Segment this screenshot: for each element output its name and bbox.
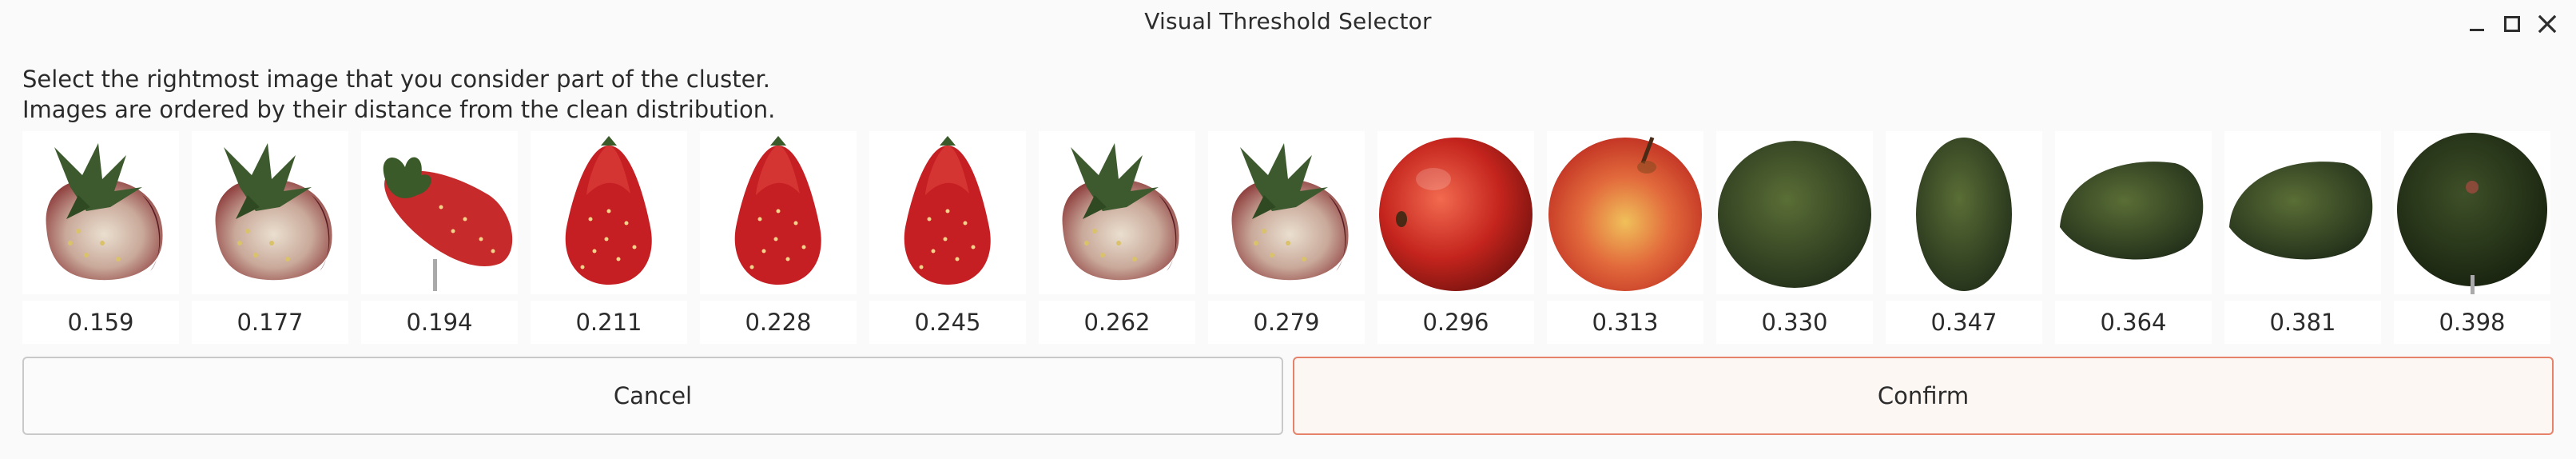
- distance-label: 0.330: [1716, 301, 1873, 344]
- distance-label: 0.364: [2055, 301, 2212, 344]
- image-option[interactable]: 0.177: [192, 131, 348, 347]
- distance-label: 0.177: [192, 301, 348, 344]
- avocado-lying-image[interactable]: [2055, 131, 2212, 294]
- image-option[interactable]: 0.398: [2394, 131, 2550, 347]
- strawberry-image[interactable]: [700, 131, 857, 294]
- distance-label: 0.296: [1377, 301, 1534, 344]
- maximize-icon: [2504, 16, 2520, 32]
- image-option[interactable]: 0.159: [22, 131, 179, 347]
- avocado-lying-image[interactable]: [2224, 131, 2381, 294]
- cancel-button[interactable]: Cancel: [22, 357, 1283, 435]
- distance-label: 0.211: [531, 301, 687, 344]
- maximize-button[interactable]: [2499, 11, 2525, 37]
- image-option[interactable]: 0.330: [1716, 131, 1873, 347]
- distance-label: 0.313: [1547, 301, 1703, 344]
- image-option[interactable]: 0.245: [869, 131, 1026, 347]
- strawberry-image[interactable]: [531, 131, 687, 294]
- image-option[interactable]: 0.262: [1039, 131, 1195, 347]
- image-option[interactable]: 0.228: [700, 131, 857, 347]
- strawberry-unripe-image[interactable]: [1039, 131, 1195, 294]
- distance-label: 0.347: [1886, 301, 2042, 344]
- instructions: Select the rightmost image that you cons…: [22, 64, 775, 125]
- distance-label: 0.245: [869, 301, 1026, 344]
- avocado-stem-image[interactable]: [2394, 131, 2550, 294]
- image-option[interactable]: 0.211: [531, 131, 687, 347]
- distance-label: 0.228: [700, 301, 857, 344]
- avocado-upright-image[interactable]: [1886, 131, 2042, 294]
- strawberry-unripe-image[interactable]: [22, 131, 179, 294]
- title-bar[interactable]: Visual Threshold Selector: [0, 0, 2576, 46]
- distance-label: 0.262: [1039, 301, 1195, 344]
- distance-label: 0.381: [2224, 301, 2381, 344]
- strawberry-unripe-image[interactable]: [192, 131, 348, 294]
- close-icon: [2538, 14, 2557, 34]
- instruction-line-2: Images are ordered by their distance fro…: [22, 96, 776, 123]
- image-option[interactable]: 0.347: [1886, 131, 2042, 347]
- image-option[interactable]: 0.279: [1208, 131, 1365, 347]
- instruction-line-1: Select the rightmost image that you cons…: [22, 66, 770, 93]
- minimize-icon: [2470, 29, 2484, 31]
- image-option[interactable]: 0.364: [2055, 131, 2212, 347]
- distance-label: 0.194: [361, 301, 518, 344]
- strawberry-lying-image[interactable]: [361, 131, 518, 294]
- image-option[interactable]: 0.194: [361, 131, 518, 347]
- close-button[interactable]: [2534, 11, 2560, 37]
- apple-red-yellow-image[interactable]: [1547, 131, 1703, 294]
- strawberry-image[interactable]: [869, 131, 1026, 294]
- action-bar: Cancel Confirm: [22, 357, 2554, 437]
- window-title: Visual Threshold Selector: [1144, 8, 1432, 34]
- image-strip: 0.159 0.177 0.194 0.211 0.228 0.245 0.26…: [22, 131, 2554, 347]
- avocado-image[interactable]: [1716, 131, 1873, 294]
- distance-label: 0.159: [22, 301, 179, 344]
- distance-label: 0.279: [1208, 301, 1365, 344]
- minimize-button[interactable]: [2464, 11, 2490, 37]
- confirm-button[interactable]: Confirm: [1293, 357, 2554, 435]
- image-option[interactable]: 0.296: [1377, 131, 1534, 347]
- image-option[interactable]: 0.381: [2224, 131, 2381, 347]
- distance-label: 0.398: [2394, 301, 2550, 344]
- strawberry-unripe-image[interactable]: [1208, 131, 1365, 294]
- image-option[interactable]: 0.313: [1547, 131, 1703, 347]
- apple-red-image[interactable]: [1377, 131, 1534, 294]
